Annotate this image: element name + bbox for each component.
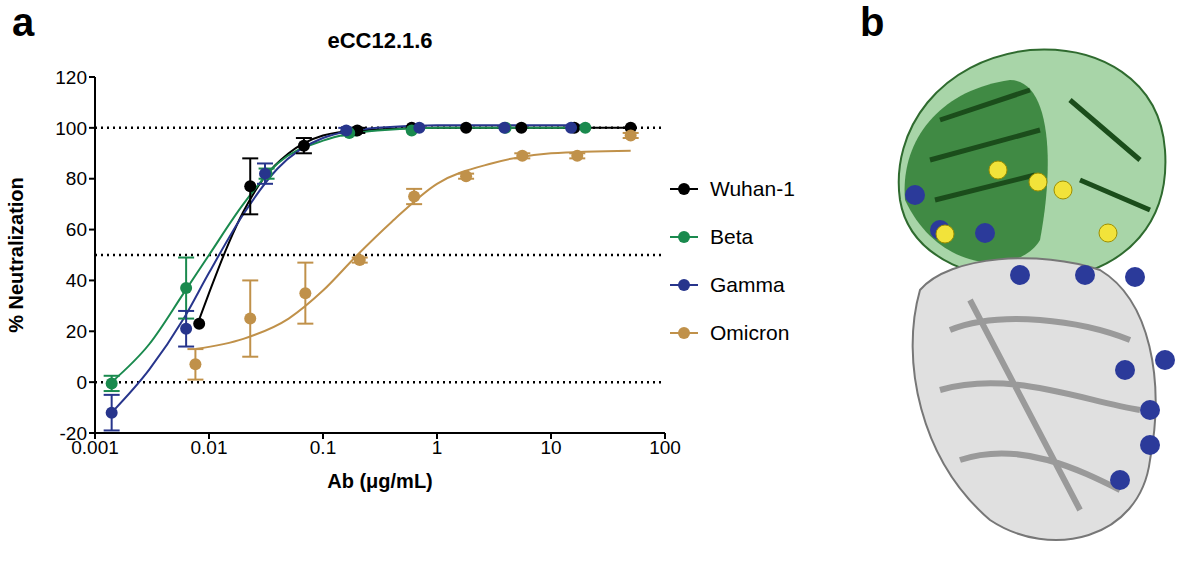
svg-text:20: 20 [66, 321, 87, 342]
svg-text:Ab (μg/mL): Ab (μg/mL) [327, 470, 433, 492]
html-text:Gamma: Gamma [710, 273, 785, 296]
svg-text:40: 40 [66, 270, 87, 291]
html-text:a: a [12, 0, 35, 44]
html-text:b: b [860, 0, 885, 44]
svg-text:1: 1 [432, 437, 443, 458]
svg-text:0.001: 0.001 [71, 437, 119, 459]
svg-text:10: 10 [540, 437, 561, 458]
svg-text:60: 60 [66, 219, 87, 240]
svg-text:0.1: 0.1 [310, 437, 336, 458]
svg-text:100: 100 [649, 437, 681, 458]
html-text:Beta: Beta [710, 225, 754, 248]
svg-text:80: 80 [66, 168, 87, 189]
svg-text:% Neutralization: % Neutralization [5, 177, 27, 333]
html-text:Omicron: Omicron [710, 321, 790, 344]
svg-text:-20: -20 [60, 423, 87, 444]
svg-text:0.01: 0.01 [191, 437, 228, 458]
svg-text:0: 0 [76, 372, 87, 393]
svg-text:120: 120 [55, 67, 87, 88]
html-text:Wuhan-1: Wuhan-1 [710, 177, 795, 200]
html-text:eCC12.1.6: eCC12.1.6 [327, 28, 433, 53]
svg-text:100: 100 [55, 118, 87, 139]
